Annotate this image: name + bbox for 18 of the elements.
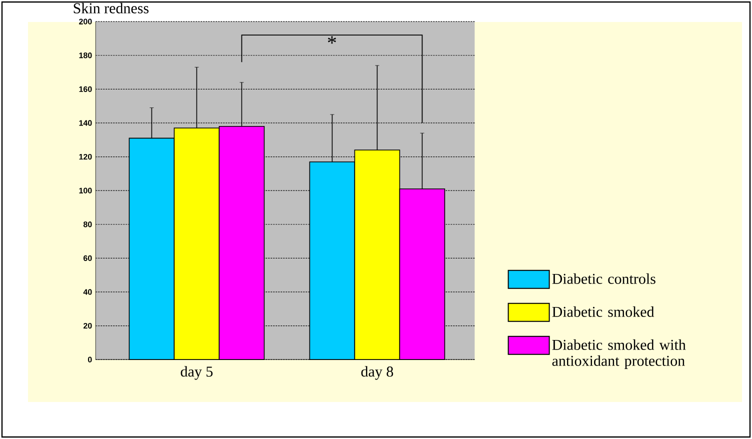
x-tick-label: day 8 <box>361 366 394 380</box>
y-tick-label: 60 <box>84 255 92 261</box>
chart-title: Skin redness <box>74 2 149 14</box>
legend-label: Diabetic controls <box>552 273 656 284</box>
y-tick-label: 180 <box>79 52 92 58</box>
y-tick-label: 0 <box>88 356 92 362</box>
legend-label: Diabetic smoked with antioxidant protection <box>552 339 686 369</box>
x-tick-label: day 5 <box>180 366 213 380</box>
y-tick-label: 100 <box>79 188 92 194</box>
y-tick-label: 200 <box>79 18 92 24</box>
annotation: * <box>328 36 336 44</box>
y-tick-label: 40 <box>83 289 92 295</box>
y-tick-label: 120 <box>79 154 92 160</box>
y-tick-label: 80 <box>83 222 92 228</box>
y-tick-label: 20 <box>84 322 92 329</box>
legend-label: Diabetic smoked <box>552 306 654 317</box>
y-tick-label: 160 <box>79 86 92 92</box>
y-tick-label: 140 <box>79 120 92 126</box>
